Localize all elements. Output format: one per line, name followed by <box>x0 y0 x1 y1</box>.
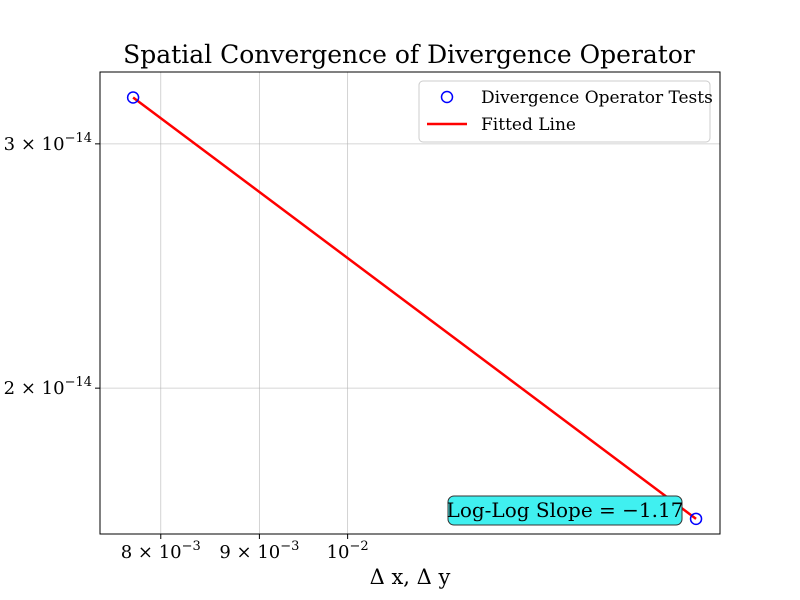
legend-label-fitted-line: Fitted Line <box>481 115 576 135</box>
data-point-0 <box>126 91 140 104</box>
axis-ticks: 8 × 10−3 9 × 10−3 10−2 2 × 10−14 3 × 10−14 <box>4 131 369 563</box>
x-tick-label-0: 8 × 10−3 <box>121 539 201 563</box>
data-layer <box>126 91 703 526</box>
legend: Divergence Operator Tests Fitted Line <box>418 80 713 143</box>
plot-area <box>99 71 721 535</box>
legend-box <box>418 80 711 143</box>
chart-title: Spatial Convergence of Divergence Operat… <box>123 40 695 69</box>
grid-lines <box>100 72 720 534</box>
slope-annotation-box <box>447 495 683 526</box>
fitted-line <box>132 96 697 520</box>
legend-marker-divergence-tests <box>440 90 454 104</box>
y-tick-label-0: 2 × 10−14 <box>4 375 92 399</box>
x-tick-label-2: 10−2 <box>327 539 369 563</box>
data-point-1 <box>689 512 703 526</box>
x-axis-label: Δ x, Δ y <box>370 565 451 589</box>
slope-annotation-text: Log-Log Slope = −1.17 <box>447 498 684 522</box>
slope-annotation: Log-Log Slope = −1.17 <box>447 495 684 526</box>
legend-label-divergence-tests: Divergence Operator Tests <box>481 88 713 108</box>
x-tick-label-1: 9 × 10−3 <box>219 539 299 563</box>
y-tick-label-1: 3 × 10−14 <box>4 131 92 155</box>
